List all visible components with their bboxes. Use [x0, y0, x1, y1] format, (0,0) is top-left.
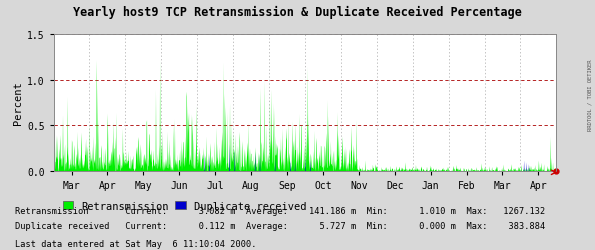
Legend: Retransmission, Duplicate received: Retransmission, Duplicate received — [59, 197, 311, 215]
Text: RRDTOOL / TOBI OETIKER: RRDTOOL / TOBI OETIKER — [588, 60, 593, 130]
Text: Duplicate received   Current:      0.112 m  Average:      5.727 m  Min:      0.0: Duplicate received Current: 0.112 m Aver… — [15, 221, 545, 230]
Text: Retransmission       Current:      3.082 m  Average:    141.186 m  Min:      1.0: Retransmission Current: 3.082 m Average:… — [15, 206, 545, 215]
Y-axis label: Percent: Percent — [12, 81, 23, 125]
Text: Last data entered at Sat May  6 11:10:04 2000.: Last data entered at Sat May 6 11:10:04 … — [15, 240, 256, 248]
Text: Yearly host9 TCP Retransmission & Duplicate Received Percentage: Yearly host9 TCP Retransmission & Duplic… — [73, 6, 522, 19]
